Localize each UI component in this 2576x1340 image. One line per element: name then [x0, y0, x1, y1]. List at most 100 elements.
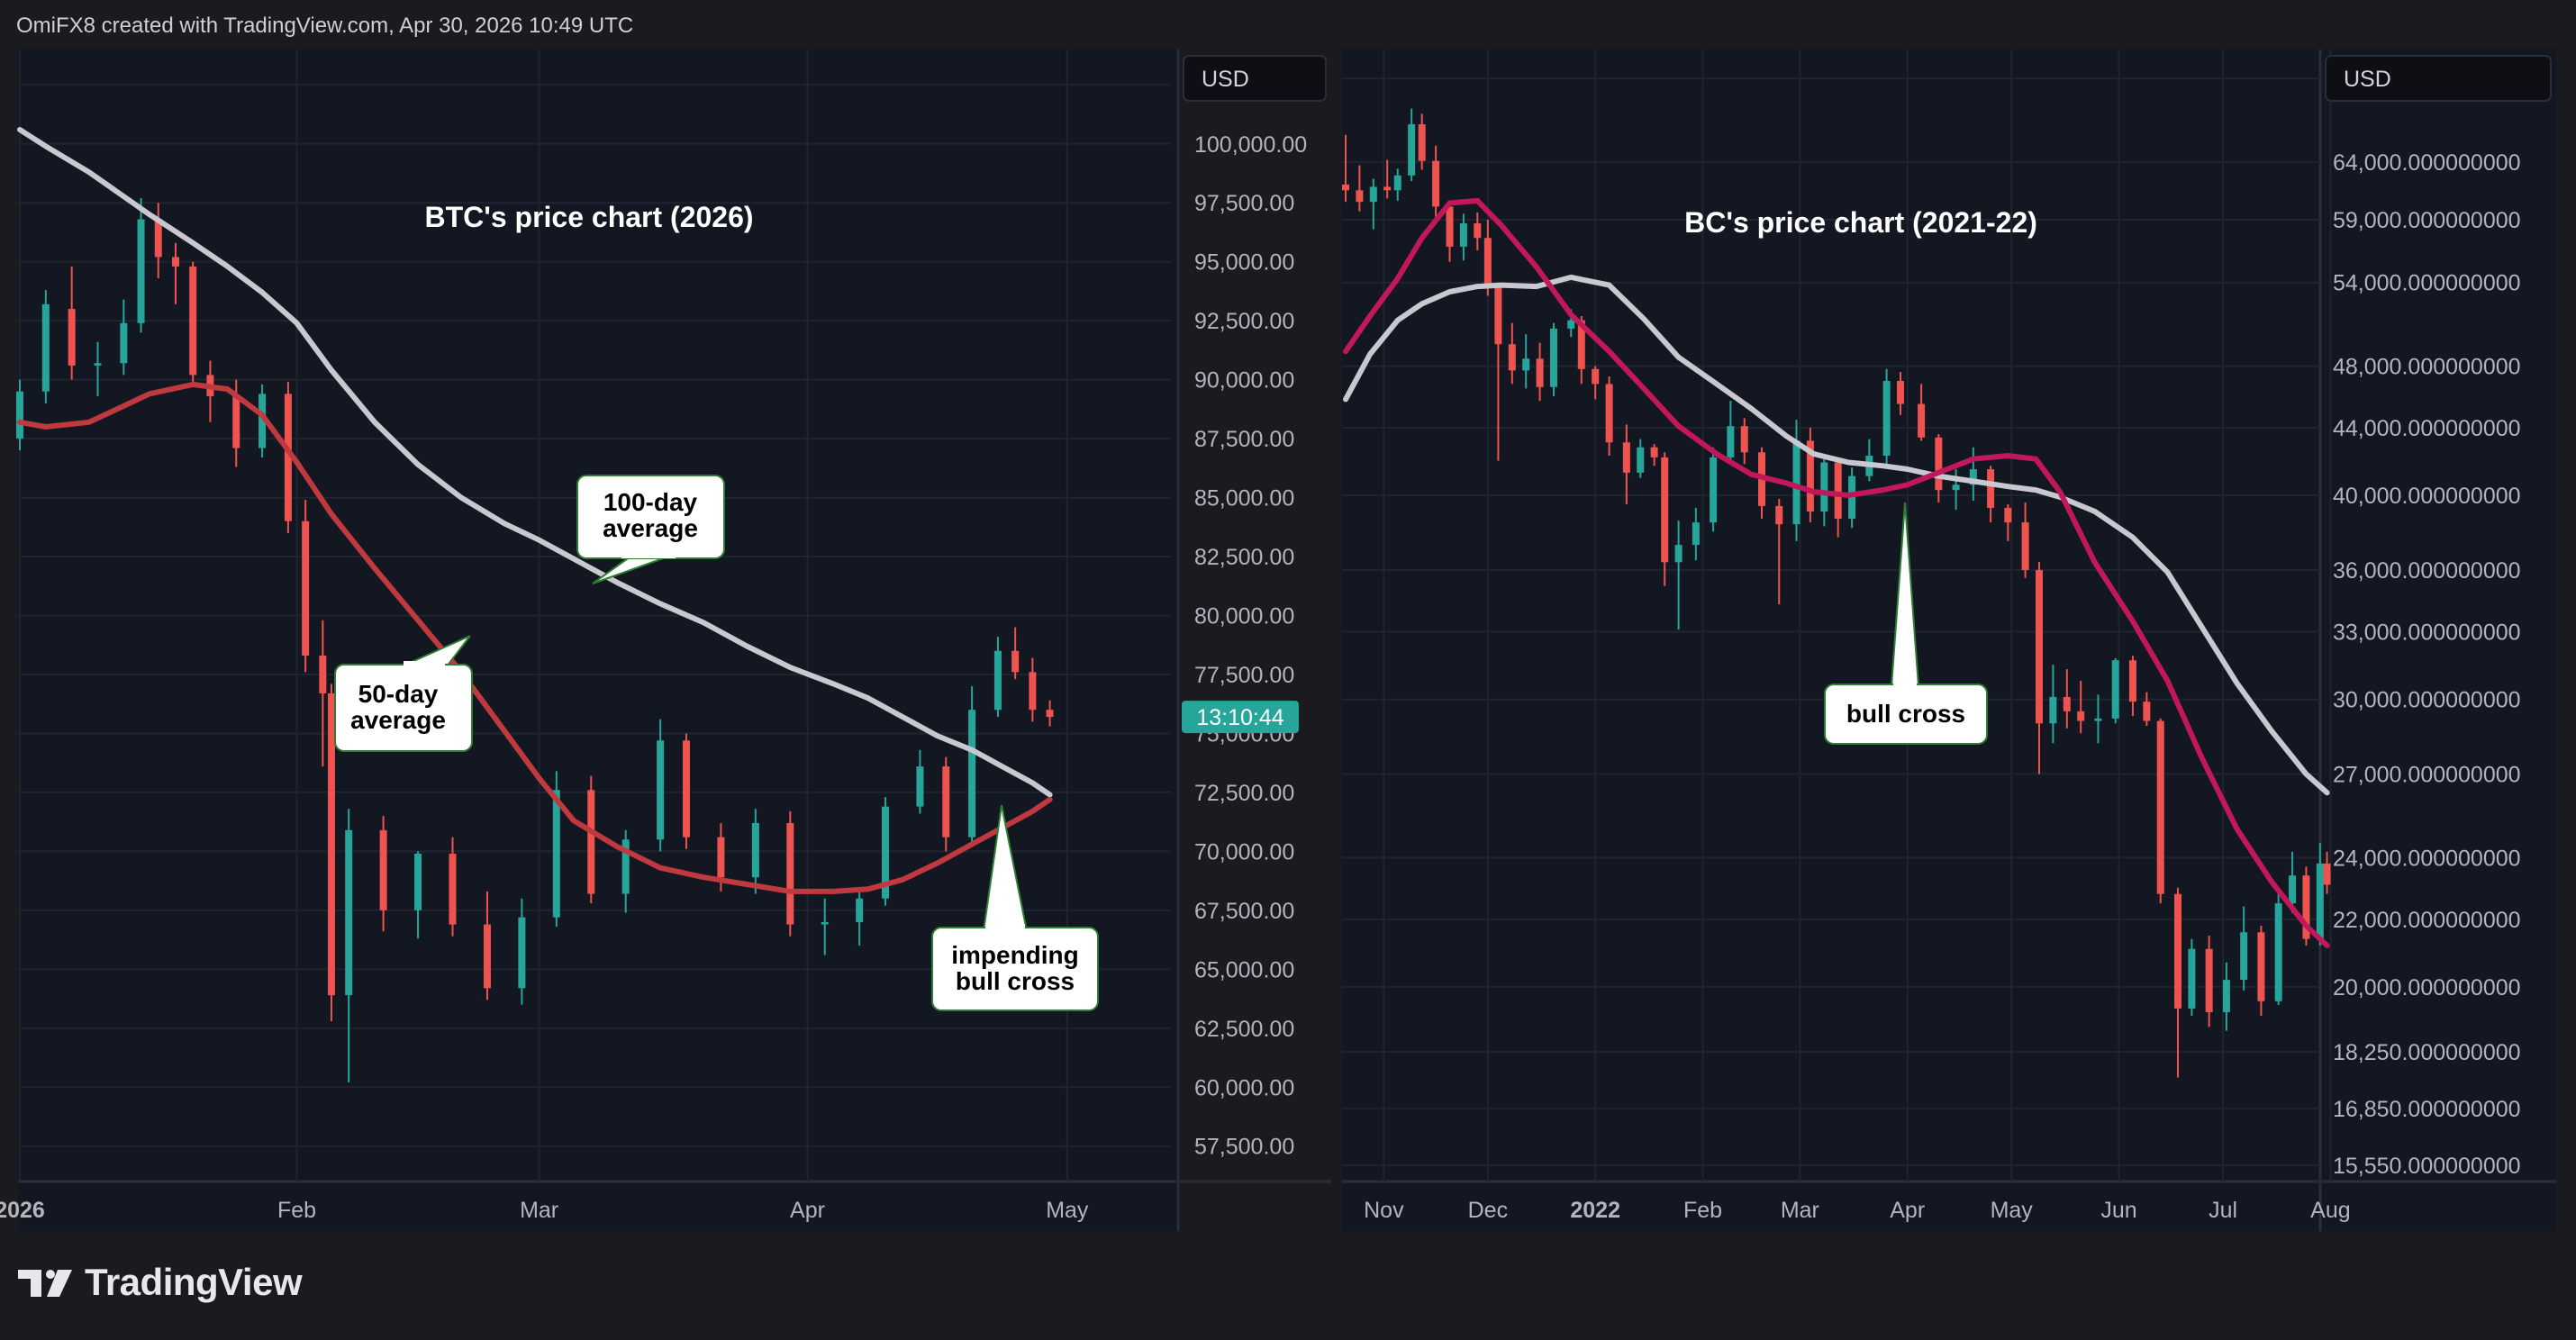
- candle-body: [1459, 222, 1467, 247]
- candle-body: [2174, 893, 2181, 1009]
- candle-body: [1474, 222, 1482, 239]
- candle-body: [1622, 442, 1630, 473]
- candle-body: [16, 391, 23, 439]
- candle-body: [1605, 384, 1613, 443]
- price-tick-label: 72,500.00: [1194, 781, 1294, 806]
- tradingview-logo-text: TradingView: [85, 1261, 303, 1303]
- candle-body: [1029, 672, 1037, 711]
- candle-body: [137, 219, 145, 323]
- candle-body: [1508, 344, 1516, 371]
- candle-body: [2240, 932, 2248, 981]
- candle-body: [1592, 368, 1600, 385]
- candle-body: [1446, 206, 1454, 247]
- price-tick-label: 90,000.00: [1194, 368, 1294, 394]
- candle-body: [2063, 696, 2071, 711]
- candle-body: [1692, 522, 1700, 546]
- candle-body: [1969, 469, 1977, 485]
- ma-50-line: [17, 381, 1053, 894]
- candle-body: [1727, 426, 1735, 457]
- left-pane-background: [18, 50, 1180, 1231]
- candle-body: [518, 917, 526, 989]
- candle-body: [68, 309, 76, 366]
- tradingview-logo[interactable]: TradingView: [18, 1261, 303, 1304]
- left-currency-label: USD: [1202, 67, 1249, 92]
- time-tick-label: Mar: [1781, 1198, 1819, 1223]
- right-time-axis[interactable]: Nov Dec 2022 Feb Mar Apr May Jun Jul Aug: [1364, 1198, 2351, 1223]
- candle-body: [1550, 328, 1557, 387]
- price-tick-label: 95,000.00: [1194, 250, 1294, 276]
- candle-body: [717, 837, 725, 878]
- candle-body: [2274, 903, 2282, 1001]
- candle-body: [2077, 711, 2085, 721]
- candle-body: [2257, 932, 2265, 1001]
- candle-body: [302, 521, 310, 656]
- candle-body: [1775, 505, 1783, 525]
- time-tick-label: Jun: [2100, 1198, 2136, 1223]
- price-tick-label: 20,000.000000000: [2333, 975, 2521, 1000]
- candle-body: [2156, 720, 2164, 894]
- candle-body: [856, 898, 864, 922]
- left-plot-area: [16, 127, 1054, 1083]
- price-tick-label: 97,500.00: [1194, 191, 1294, 216]
- candle-body: [2049, 696, 2057, 724]
- price-tick-label: 64,000.000000000: [2333, 150, 2521, 176]
- price-tick-label: 33,000.000000000: [2333, 620, 2521, 646]
- price-tick-label: 100,000.00: [1194, 132, 1307, 158]
- time-tick-label: May: [1046, 1198, 1089, 1223]
- price-tick-label: 87,500.00: [1194, 427, 1294, 452]
- right-chart-title: BC's price chart (2021-22): [1684, 206, 2037, 239]
- callout-50-day-average-text: 50-day average: [350, 680, 446, 734]
- candle-body: [1674, 545, 1683, 563]
- candle-body: [1740, 426, 1748, 453]
- candle-body: [1661, 457, 1669, 563]
- price-tick-label: 40,000.000000000: [2333, 484, 2521, 509]
- candle-body: [1918, 403, 1926, 438]
- left-price-axis[interactable]: 102,500.00100,000.0097,500.0095,000.0092…: [1194, 73, 1307, 1159]
- candle-body: [1935, 437, 1943, 491]
- callout-100-day-average-text: 100-day average: [603, 488, 698, 542]
- price-tick-label: 92,500.00: [1194, 309, 1294, 334]
- time-tick-label: 2022: [1570, 1198, 1620, 1223]
- candle-body: [657, 740, 665, 840]
- time-tick-label: Aug: [2310, 1198, 2350, 1223]
- price-tick-label: 60,000.00: [1194, 1075, 1294, 1100]
- candle-body: [1393, 175, 1401, 191]
- time-tick-label: Feb: [277, 1198, 316, 1223]
- candle-body: [1046, 710, 1054, 718]
- price-tick-label: 57,500.00: [1194, 1135, 1294, 1160]
- candle-body: [552, 790, 560, 918]
- candle-body: [1650, 447, 1658, 457]
- candle-body: [1494, 285, 1502, 345]
- current-price-tag[interactable]: 13:10:44: [1182, 701, 1299, 734]
- right-pane-background: [1342, 50, 2556, 1231]
- callout-bull-cross: bull cross: [1824, 502, 1988, 745]
- right-grid: [1342, 50, 2332, 1182]
- callout-50-day-average: 50-day average: [334, 635, 473, 752]
- right-currency-box[interactable]: [2325, 55, 2552, 102]
- left-currency-box[interactable]: [1183, 55, 1327, 102]
- candle-body: [284, 394, 292, 521]
- candle-body: [2188, 948, 2196, 1009]
- candle-body: [1897, 381, 1904, 404]
- candle-body: [916, 766, 924, 807]
- price-tick-label: 24,000.000000000: [2333, 846, 2521, 871]
- candle-body: [821, 921, 829, 925]
- candle-body: [587, 790, 595, 894]
- price-tick-label: 48,000.000000000: [2333, 354, 2521, 379]
- price-tick-label: 54,000.000000000: [2333, 271, 2521, 296]
- price-tick-label: 44,000.000000000: [2333, 416, 2521, 441]
- left-time-axis[interactable]: 2026 Feb Mar Apr May: [0, 1198, 1089, 1223]
- ma-100-line: [1343, 274, 2330, 796]
- callout-impending-bull-cross: impending bull cross: [931, 804, 1099, 1011]
- candle-body: [449, 853, 457, 925]
- time-tick-label: Apr: [790, 1198, 825, 1223]
- price-tick-label: 30,000.000000000: [2333, 688, 2521, 713]
- candle-body: [2289, 875, 2297, 904]
- current-price-tag-text: 13:10:44: [1196, 705, 1283, 730]
- candle-body: [2128, 660, 2136, 702]
- candle-body: [942, 766, 950, 838]
- price-tick-label: 77,500.00: [1194, 663, 1294, 688]
- candle-body: [1987, 469, 1995, 508]
- tradingview-logo-icon: [18, 1270, 72, 1297]
